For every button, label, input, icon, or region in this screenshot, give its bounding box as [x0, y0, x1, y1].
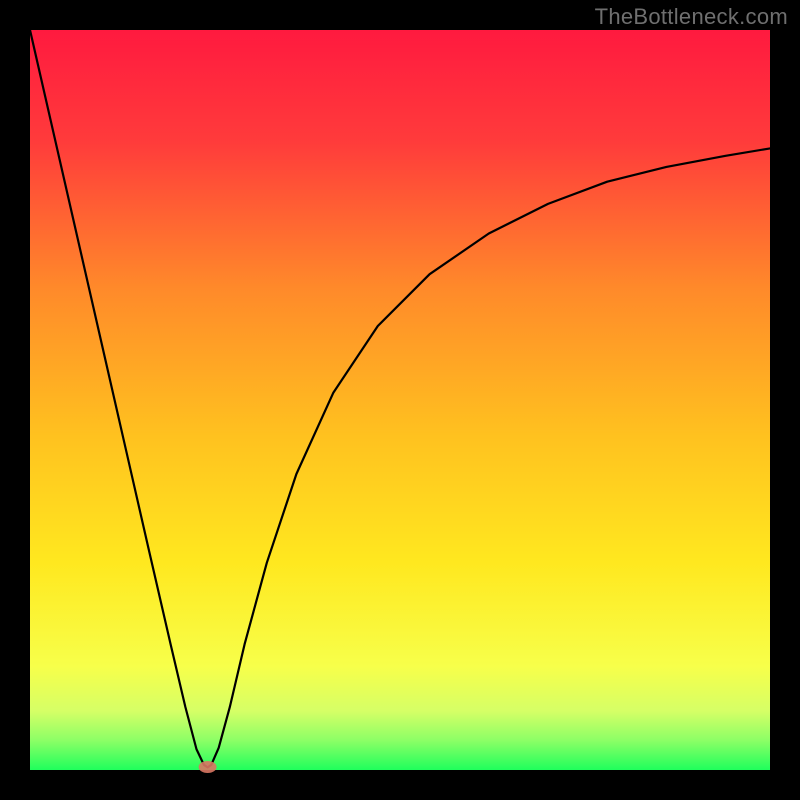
- chart-svg: [0, 0, 800, 800]
- plot-area: [30, 30, 770, 770]
- optimum-marker: [199, 761, 217, 773]
- watermark-label: TheBottleneck.com: [595, 4, 788, 30]
- chart-container: TheBottleneck.com: [0, 0, 800, 800]
